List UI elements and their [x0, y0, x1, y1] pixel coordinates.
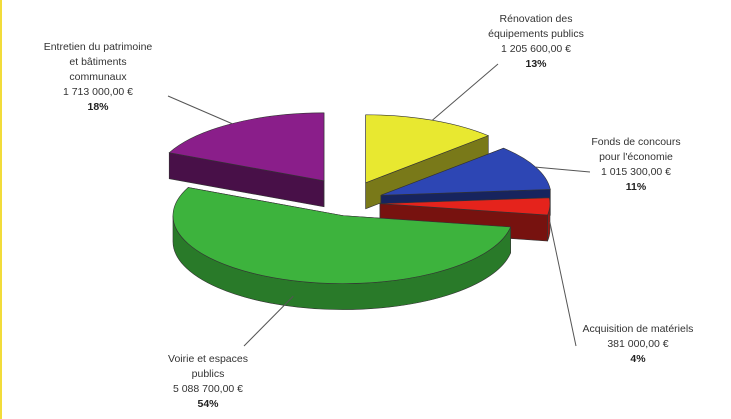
slice-label-line: communaux	[69, 71, 127, 83]
leader-line-1	[535, 166, 591, 173]
slice-label-line: et bâtiments	[69, 56, 126, 68]
leader-line-2	[549, 221, 577, 347]
slice-label-line: Fonds de concours	[591, 136, 680, 148]
slice-amount: 1 015 300,00 €	[601, 166, 671, 178]
slice-label-1: Fonds de concours pour l'économie 1 015 30…	[591, 136, 680, 193]
pie-slice-top-0	[365, 114, 490, 184]
slice-label-2: Acquisition de matériels 381 000,00 € 4%	[583, 323, 694, 365]
slice-amount: 381 000,00 €	[607, 338, 668, 350]
pie-slice-top-1	[380, 147, 551, 196]
slice-percent: 13%	[525, 58, 547, 70]
slice-labels: Rénovation des équipements publics 1 205 6…	[44, 13, 694, 410]
slice-percent: 4%	[630, 353, 646, 365]
slice-label-3: Voirie et espaces publics 5 088 700,00 € 54…	[168, 353, 248, 410]
slice-amount: 5 088 700,00 €	[173, 383, 243, 395]
leader-lines	[167, 63, 591, 347]
pie-slice-3	[172, 187, 512, 310]
leader-line-3	[243, 295, 294, 347]
leader-line-4	[167, 95, 233, 125]
slice-percent: 54%	[197, 398, 219, 410]
pie-slices	[168, 112, 551, 310]
slice-label-0: Rénovation des équipements publics 1 205 6…	[488, 13, 584, 70]
slice-label-line: pour l'économie	[599, 151, 673, 163]
slice-label-line: Acquisition de matériels	[583, 323, 694, 335]
slice-percent: 18%	[87, 101, 109, 113]
pie-slice-top-3	[172, 187, 512, 284]
slice-amount: 1 713 000,00 €	[63, 86, 133, 98]
slice-label-line: Voirie et espaces	[168, 353, 248, 365]
slice-label-line: équipements publics	[488, 28, 584, 40]
slice-percent: 11%	[626, 181, 647, 193]
slice-amount: 1 205 600,00 €	[501, 43, 571, 55]
pie-slice-top-2	[379, 197, 551, 216]
slice-label-line: publics	[192, 368, 225, 380]
slice-label-4: Entretien du patrimoine et bâtiments commu…	[44, 41, 153, 113]
slice-label-line: Entretien du patrimoine	[44, 41, 153, 53]
slice-label-line: Rénovation des	[500, 13, 573, 25]
leader-line-0	[431, 63, 499, 121]
